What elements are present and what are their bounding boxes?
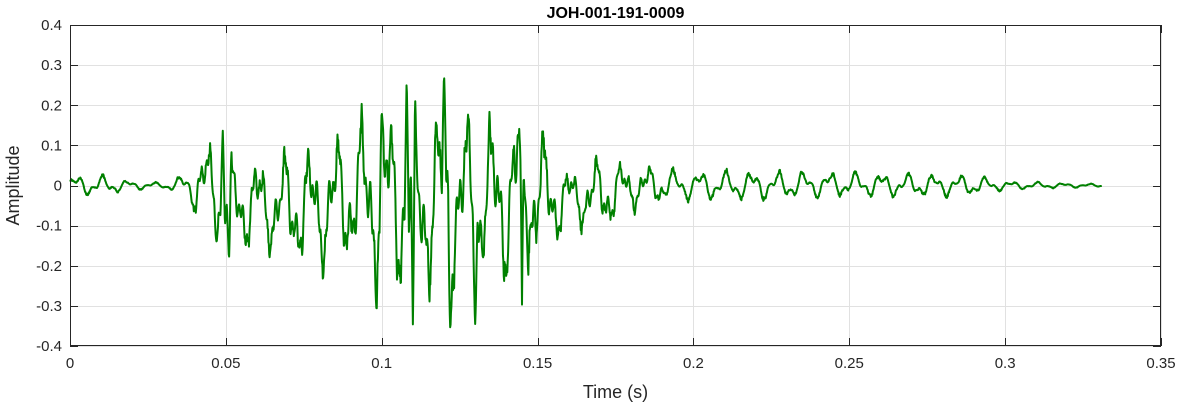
- y-tick-label: -0.4: [36, 338, 62, 355]
- y-tick-label: 0.1: [41, 137, 62, 154]
- y-tick-label: -0.1: [36, 218, 62, 235]
- trace: [69, 77, 1103, 329]
- x-tick-label: 0.15: [523, 355, 552, 372]
- y-tick-label: -0.3: [36, 298, 62, 315]
- plot-border: [70, 25, 1161, 346]
- x-tick-label: 0.3: [995, 355, 1016, 372]
- waveform-line: [69, 77, 1103, 329]
- x-tick-label: 0: [66, 355, 74, 372]
- x-tick-label: 0.2: [683, 355, 704, 372]
- y-tick-label: 0.4: [41, 17, 62, 34]
- y-axis-ticks: -0.4 -0.3 -0.2 -0.1 0 0.1 0.2 0.3 0.4: [36, 17, 1161, 355]
- y-tick-label: -0.2: [36, 258, 62, 275]
- x-tick-label: 0.1: [371, 355, 392, 372]
- x-tick-label: 0.05: [211, 355, 240, 372]
- x-tick-label: 0.25: [835, 355, 864, 372]
- y-tick-label: 0: [54, 178, 62, 195]
- x-axis-label: Time (s): [583, 382, 648, 402]
- grid: [70, 25, 1162, 347]
- y-axis-label: Amplitude: [3, 145, 23, 225]
- x-axis-ticks: 0 0.05 0.1 0.15 0.2 0.25 0.3 0.35: [66, 25, 1176, 372]
- y-tick-label: 0.2: [41, 97, 62, 114]
- x-tick-label: 0.35: [1146, 355, 1175, 372]
- chart-title: JOH-001-191-0009: [547, 5, 685, 22]
- y-tick-label: 0.3: [41, 57, 62, 74]
